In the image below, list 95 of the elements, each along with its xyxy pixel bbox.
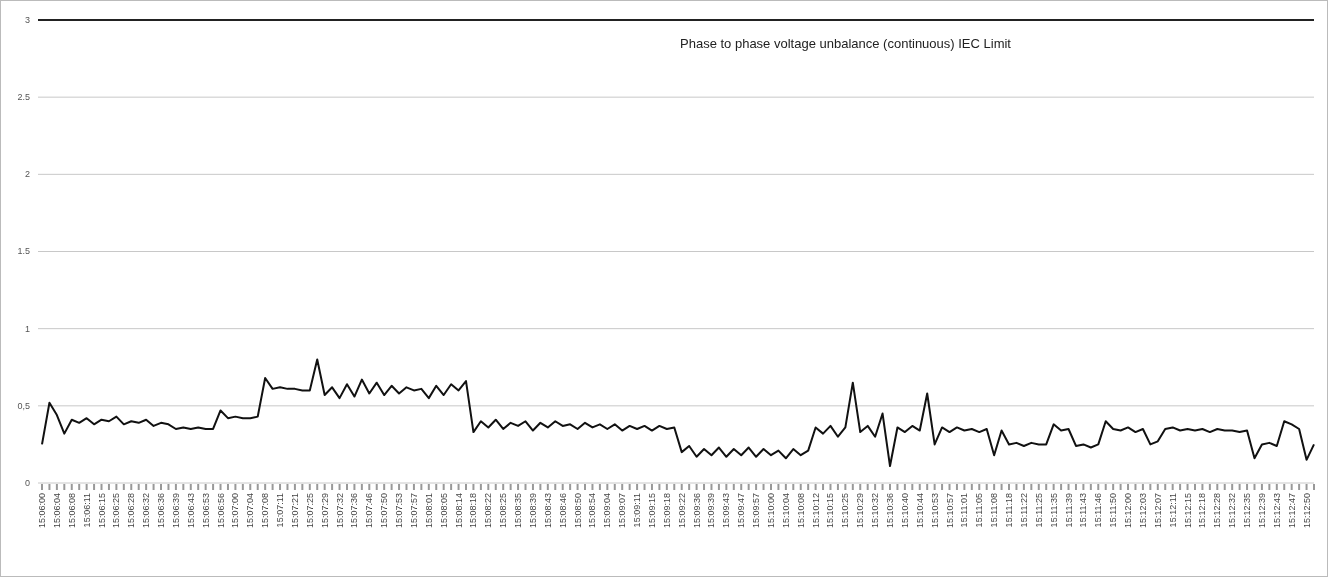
x-tick-label: 15:06:25 [111,493,122,529]
x-tick-label: 15:07:25 [304,493,315,529]
y-tick-label: 2.5 [17,92,30,103]
x-tick-label: 15:06:15 [96,493,107,529]
x-tick-label: 15:10:57 [944,493,955,529]
x-tick-label: 15:12:15 [1182,493,1193,529]
x-tick-label: 15:06:36 [156,493,167,529]
x-tick-label: 15:06:56 [215,493,226,529]
x-tick-label: 15:09:04 [602,493,613,529]
x-tick-label: 15:11:50 [1108,493,1119,528]
x-tick-label: 15:08:14 [453,493,464,529]
x-tick-label: 15:11:43 [1078,493,1089,528]
x-tick-label: 15:08:50 [572,493,583,529]
x-tick-label: 15:06:04 [51,493,62,529]
x-tick-label: 15:12:11 [1167,493,1178,528]
x-tick-label: 15:11:05 [974,493,985,528]
x-tick-label: 15:09:15 [646,493,657,529]
x-tick-label: 15:08:25 [498,493,509,529]
x-tick-label: 15:08:39 [527,493,538,529]
x-tick-label: 15:11:22 [1018,493,1029,528]
x-tick-label: 15:10:15 [825,493,836,529]
x-tick-label: 15:07:32 [334,493,345,529]
x-tick-label: 15:10:29 [855,493,866,529]
x-tick-label: 15:10:40 [899,493,910,529]
x-tick-label: 15:08:05 [438,493,449,529]
x-tick-label: 15:09:18 [661,493,672,529]
x-tick-label: 15:07:50 [379,493,390,529]
x-tick-label: 15:06:39 [170,493,181,529]
x-tick-label: 15:06:00 [37,493,47,529]
x-tick-label: 15:08:54 [587,493,598,529]
x-tick-label: 15:07:04 [245,493,256,529]
x-tick-label: 15:06:32 [141,493,152,529]
x-tick-label: 15:09:57 [751,493,762,529]
x-tick-label: 15:08:22 [483,493,494,529]
x-tick-label: 15:11:46 [1093,493,1104,528]
x-tick-label: 15:12:39 [1256,493,1267,529]
x-tick-label: 15:08:01 [423,493,434,529]
x-tick-label: 15:08:46 [557,493,568,529]
x-tick-label: 15:10:36 [885,493,895,529]
x-tick-label: 15:09:47 [736,493,747,529]
x-tick-label: 15:10:08 [795,493,806,529]
x-tick-label: 15:09:11 [632,493,643,528]
x-tick-label: 15:06:53 [200,493,211,529]
x-tick-label: 15:07:57 [408,493,419,529]
x-tick-label: 15:10:04 [780,493,791,529]
x-tick-label: 15:12:00 [1123,493,1134,529]
x-tick-label: 15:08:35 [513,493,524,529]
x-tick-label: 15:12:28 [1212,493,1223,529]
x-tick-label: 15:06:08 [66,493,77,529]
x-tick-label: 15:12:47 [1286,493,1297,529]
x-tick-label: 15:06:43 [185,493,196,529]
x-tick-label: 15:12:03 [1137,493,1148,529]
x-tick-label: 15:07:00 [230,493,241,529]
x-tick-label: 15:10:53 [929,493,940,529]
x-tick-label: 15:09:36 [691,493,702,529]
x-tick-label: 15:10:12 [810,493,821,529]
x-tick-label: 15:07:53 [394,493,405,529]
y-tick-label: 0,5 [17,400,30,411]
x-tick-label: 15:11:01 [959,493,970,528]
x-tick-label: 15:09:22 [676,493,687,529]
x-tick-label: 15:12:32 [1227,493,1238,529]
x-tick-label: 15:07:46 [364,493,375,529]
y-tick-label: 3 [24,14,30,25]
x-tick-label: 15:10:25 [840,493,851,529]
line-series [41,358,1315,468]
x-tick-label: 15:07:21 [289,493,300,529]
x-tick-label: 15:07:08 [260,493,271,529]
y-tick-label: 1 [24,323,30,334]
x-tick-label: 15:10:32 [870,493,881,529]
x-tick-label: 15:08:43 [542,493,553,529]
x-tick-label: 15:09:07 [617,493,628,529]
x-tick-label: 15:07:36 [349,493,360,529]
y-tick-label: 0 [24,477,30,488]
y-tick-label: 1.5 [17,246,30,257]
x-tick-label: 15:06:28 [126,493,137,529]
x-tick-label: 15:12:50 [1301,493,1312,529]
x-tick-label: 15:11:18 [1004,493,1015,528]
x-tick-label: 15:12:18 [1197,493,1208,529]
x-tick-label: 15:09:39 [706,493,717,529]
x-tick-label: 15:12:35 [1242,493,1253,529]
x-tick-label: 15:06:11 [81,493,92,528]
x-tick-label: 15:10:00 [765,493,776,529]
x-tick-label: 15:11:35 [1048,493,1059,528]
y-tick-label: 2 [24,169,30,180]
x-tick-label: 15:11:25 [1033,493,1044,528]
x-tick-label: 15:12:43 [1271,493,1282,529]
x-tick-label: 15:10:44 [914,493,925,529]
x-tick-label: 15:11:39 [1063,493,1074,528]
x-tick-label: 15:07:29 [319,493,330,529]
ref-line-label: Phase to phase voltage unbalance (continuous) IEC Limit [680,36,1012,51]
x-tick-label: 15:09:43 [721,493,732,529]
x-tick-label: 15:08:18 [468,493,479,529]
x-tick-label: 15:11:08 [989,493,1000,528]
x-tick-label: 15:07:11 [275,493,286,528]
x-tick-label: 15:12:07 [1152,493,1163,529]
